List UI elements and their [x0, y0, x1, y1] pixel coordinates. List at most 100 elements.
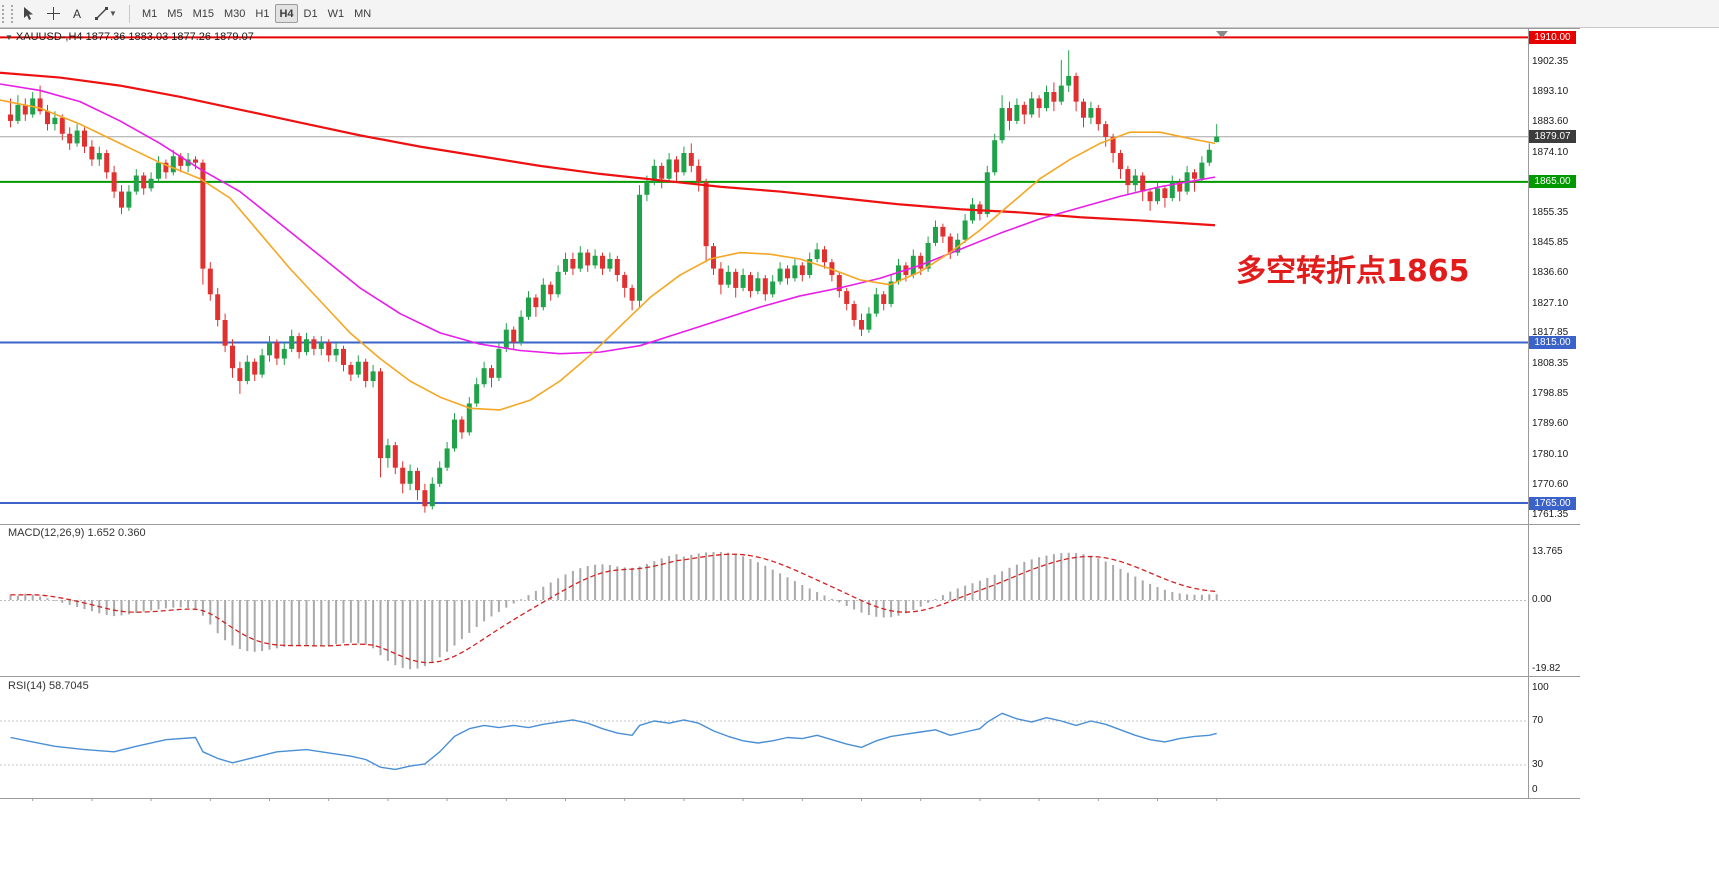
candle-body: [1103, 124, 1109, 137]
candle-body: [1014, 104, 1020, 121]
candle-body: [637, 194, 642, 301]
candle-body: [1125, 169, 1131, 186]
candle-body: [370, 371, 376, 382]
quick-trade-collapse-icon[interactable]: ▼: [5, 33, 13, 42]
candle-body: [999, 108, 1005, 141]
text-label-tool-button[interactable]: A: [66, 3, 88, 24]
candle-body: [622, 275, 628, 288]
candle-body: [289, 336, 295, 349]
timeframe-button-m5[interactable]: M5: [163, 4, 186, 23]
candle-body: [518, 316, 524, 343]
candle-body: [1199, 162, 1205, 179]
ma-short-orange: [0, 99, 1216, 411]
price-tick-label: 1893.10: [1532, 85, 1569, 97]
candle-body: [89, 146, 95, 160]
rsi-indicator-label: RSI(14) 58.7045: [8, 680, 89, 692]
candle-body: [296, 336, 302, 353]
candle-body: [52, 117, 58, 125]
candle-body: [674, 159, 679, 173]
candle-body: [799, 265, 805, 276]
candle-body: [873, 294, 879, 314]
candle-body: [533, 297, 539, 308]
toolbar-grip[interactable]: [2, 4, 13, 23]
candle-body: [45, 111, 50, 125]
timeframe-button-h1[interactable]: H1: [251, 4, 273, 23]
timeframe-button-w1[interactable]: W1: [324, 4, 349, 23]
candle-body: [1051, 92, 1057, 102]
candle-body: [126, 191, 132, 208]
rsi-scale-label: 30: [1532, 759, 1544, 770]
rsi-scale-label: 100: [1532, 682, 1549, 693]
candle-body: [526, 297, 531, 317]
candle-body: [222, 320, 228, 346]
candle-body: [1021, 104, 1027, 115]
draw-tools-button[interactable]: ▼: [90, 3, 122, 24]
crosshair-tool-button[interactable]: [42, 3, 64, 24]
candle-body: [503, 329, 509, 349]
cursor-icon: [24, 6, 33, 20]
timeframe-button-m15[interactable]: M15: [189, 4, 218, 23]
candle-body: [733, 271, 739, 288]
candle-body: [1132, 175, 1138, 186]
current-price-badge: 1879.07: [1529, 130, 1576, 144]
candle-body: [696, 165, 702, 182]
candle-body: [1088, 108, 1094, 118]
candle-body: [548, 284, 554, 295]
candle-body: [540, 284, 546, 308]
macd-scale-label: 0.00: [1532, 594, 1552, 605]
candle-body: [984, 172, 990, 215]
candle-body: [207, 268, 213, 295]
price-tick-label: 1874.10: [1532, 146, 1569, 158]
candle-body: [725, 271, 731, 285]
price-level-badge: 1865.00: [1529, 175, 1576, 189]
timeframe-button-h4[interactable]: H4: [275, 4, 298, 23]
candle-body: [326, 342, 332, 356]
candle-body: [807, 258, 813, 276]
candle-body: [970, 204, 975, 221]
candle-body: [348, 364, 354, 375]
candle-body: [585, 252, 591, 266]
price-tick-label: 1883.60: [1532, 116, 1569, 128]
candle-body: [1169, 181, 1175, 198]
price-tick-label: 1761.35: [1532, 508, 1569, 520]
candle-body: [1066, 75, 1072, 86]
candle-body: [1073, 75, 1079, 102]
candle-body: [59, 117, 65, 134]
chevron-down-icon: ▼: [109, 9, 117, 18]
candle-body: [703, 181, 709, 247]
candle-body: [1029, 98, 1035, 115]
candle-body: [119, 191, 124, 208]
candle-body: [400, 467, 406, 484]
macd-scale-label: -19.82: [1532, 663, 1561, 675]
timeframe-button-mn[interactable]: MN: [350, 4, 375, 23]
candle-body: [22, 104, 28, 115]
candle-body: [555, 271, 561, 295]
candle-body: [888, 281, 894, 304]
ma-mid-magenta: [0, 83, 1216, 355]
candle-body: [629, 287, 635, 301]
candle-body: [592, 255, 598, 266]
candle-body: [230, 345, 235, 369]
annotation-text[interactable]: 多空转折点1865: [1236, 254, 1470, 289]
price-tick-label: 1798.85: [1532, 388, 1569, 400]
candle-body: [511, 329, 517, 343]
symbol-header: ▼ XAUUSD-,H4 1877.36 1883.03 1877.26 1879…: [5, 31, 254, 43]
timeframe-button-m30[interactable]: M30: [220, 4, 249, 23]
candle-body: [1110, 136, 1116, 154]
candle-body: [452, 419, 457, 449]
candle-body: [1140, 175, 1146, 192]
toolbar-separator: [129, 4, 130, 23]
candle-body: [178, 156, 184, 166]
timeframe-button-m1[interactable]: M1: [138, 4, 161, 23]
candle-body: [1214, 136, 1220, 143]
candle-body: [844, 291, 850, 304]
candle-body: [688, 153, 694, 166]
candle-body: [785, 268, 790, 279]
candle-body: [422, 490, 428, 507]
price-tick-label: 1845.85: [1532, 237, 1569, 249]
macd-signal-line: [10, 553, 1217, 664]
cursor-tool-button[interactable]: [18, 3, 40, 24]
timeframe-button-d1[interactable]: D1: [300, 4, 322, 23]
chart-shift-marker[interactable]: [1216, 31, 1228, 38]
